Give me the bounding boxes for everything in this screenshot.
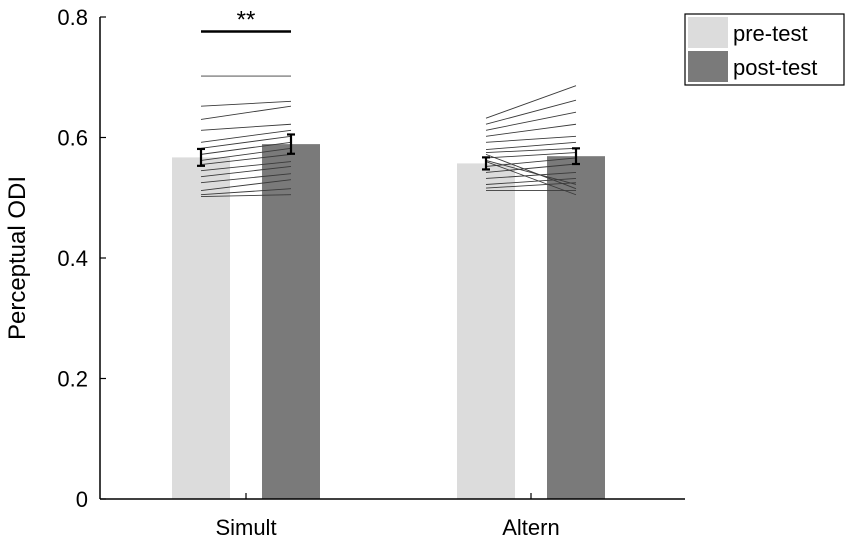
y-tick-label: 0 [76,487,88,512]
y-tick-label: 0.2 [57,367,88,392]
subject-line [200,153,292,166]
subject-line [485,182,577,189]
subject-line [485,99,577,125]
subject-line [485,85,577,119]
subject-line [485,153,577,190]
x-tick-label: Altern [502,515,559,540]
legend: pre-test post-test [684,13,845,86]
subject-line [200,135,292,149]
y-tick-label: 0.4 [57,246,88,271]
subject-line [200,173,292,184]
significance-label: ** [237,6,256,33]
y-tick-label: 0.8 [57,5,88,30]
legend-swatch-post-test [688,51,728,82]
subject-line [200,179,292,191]
subject-line [200,123,292,131]
subject-line [200,100,292,107]
subject-line [200,105,292,120]
legend-label: post-test [733,55,817,80]
subject-line [485,163,577,173]
legend-swatch-pre-test [688,17,728,48]
subject-line [200,194,292,197]
subject-line [200,147,292,161]
x-tick-label: Simult [215,515,276,540]
subject-line [200,188,292,196]
bar-post-test-altern [547,156,605,500]
bar-pre-test-simult [172,157,230,499]
subject-line [485,135,577,143]
subject-line [485,152,577,159]
subject-line [200,129,292,143]
subject-line [485,147,577,154]
y-tick-label: 0.6 [57,126,88,151]
subject-line [200,165,292,178]
subject-line [485,159,577,185]
subject-line [200,161,292,172]
subject-line [485,157,577,167]
legend-label: pre-test [733,21,808,46]
subject-line [485,161,577,196]
subject-line [485,123,577,137]
subject-line [485,111,577,131]
bar-post-test-simult [262,144,320,499]
plot-area: 0 0.2 0.4 0.6 0.8 Simult Altern ** [57,5,685,540]
bar-pre-test-altern [457,163,515,499]
y-axis-label: Perceptual ODI [4,176,31,340]
subject-line [485,141,577,150]
subject-line [485,171,577,179]
subject-line [200,141,292,155]
subject-line [485,178,577,185]
